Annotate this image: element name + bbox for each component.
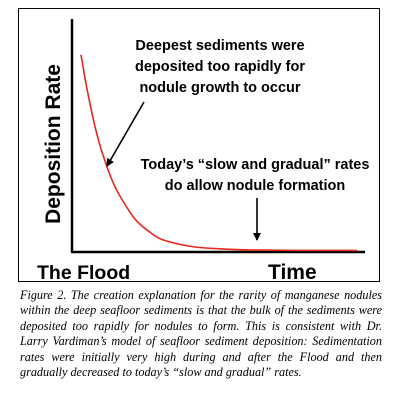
series-line	[80, 54, 357, 252]
x-tick-label: The Flood	[37, 262, 130, 283]
x-axis-label: Time	[268, 261, 317, 283]
annotation-1-line-2: deposited too rapidly for	[135, 59, 305, 75]
annotation-1-line-1: Deepest sediments were	[135, 38, 304, 54]
figure-label: Figure 2.	[20, 288, 67, 302]
annotation-2-line-2: do allow nodule formation	[165, 178, 345, 194]
annotation-1-line-3: nodule growth to occur	[139, 80, 300, 96]
y-axis-label: Deposition Rate	[42, 64, 65, 224]
caption-text: The creation explanation for the rarity …	[20, 288, 382, 380]
figure-caption: Figure 2. The creation explanation for t…	[20, 288, 382, 380]
figure-box: Deposition Rate The Flood Time Deepest s…	[18, 8, 380, 283]
chart: Deposition Rate The Flood Time Deepest s…	[37, 19, 370, 283]
annotation-1-arrow	[106, 101, 145, 167]
annotation-2-line-1: Today’s “slow and gradual” rates	[141, 157, 370, 173]
